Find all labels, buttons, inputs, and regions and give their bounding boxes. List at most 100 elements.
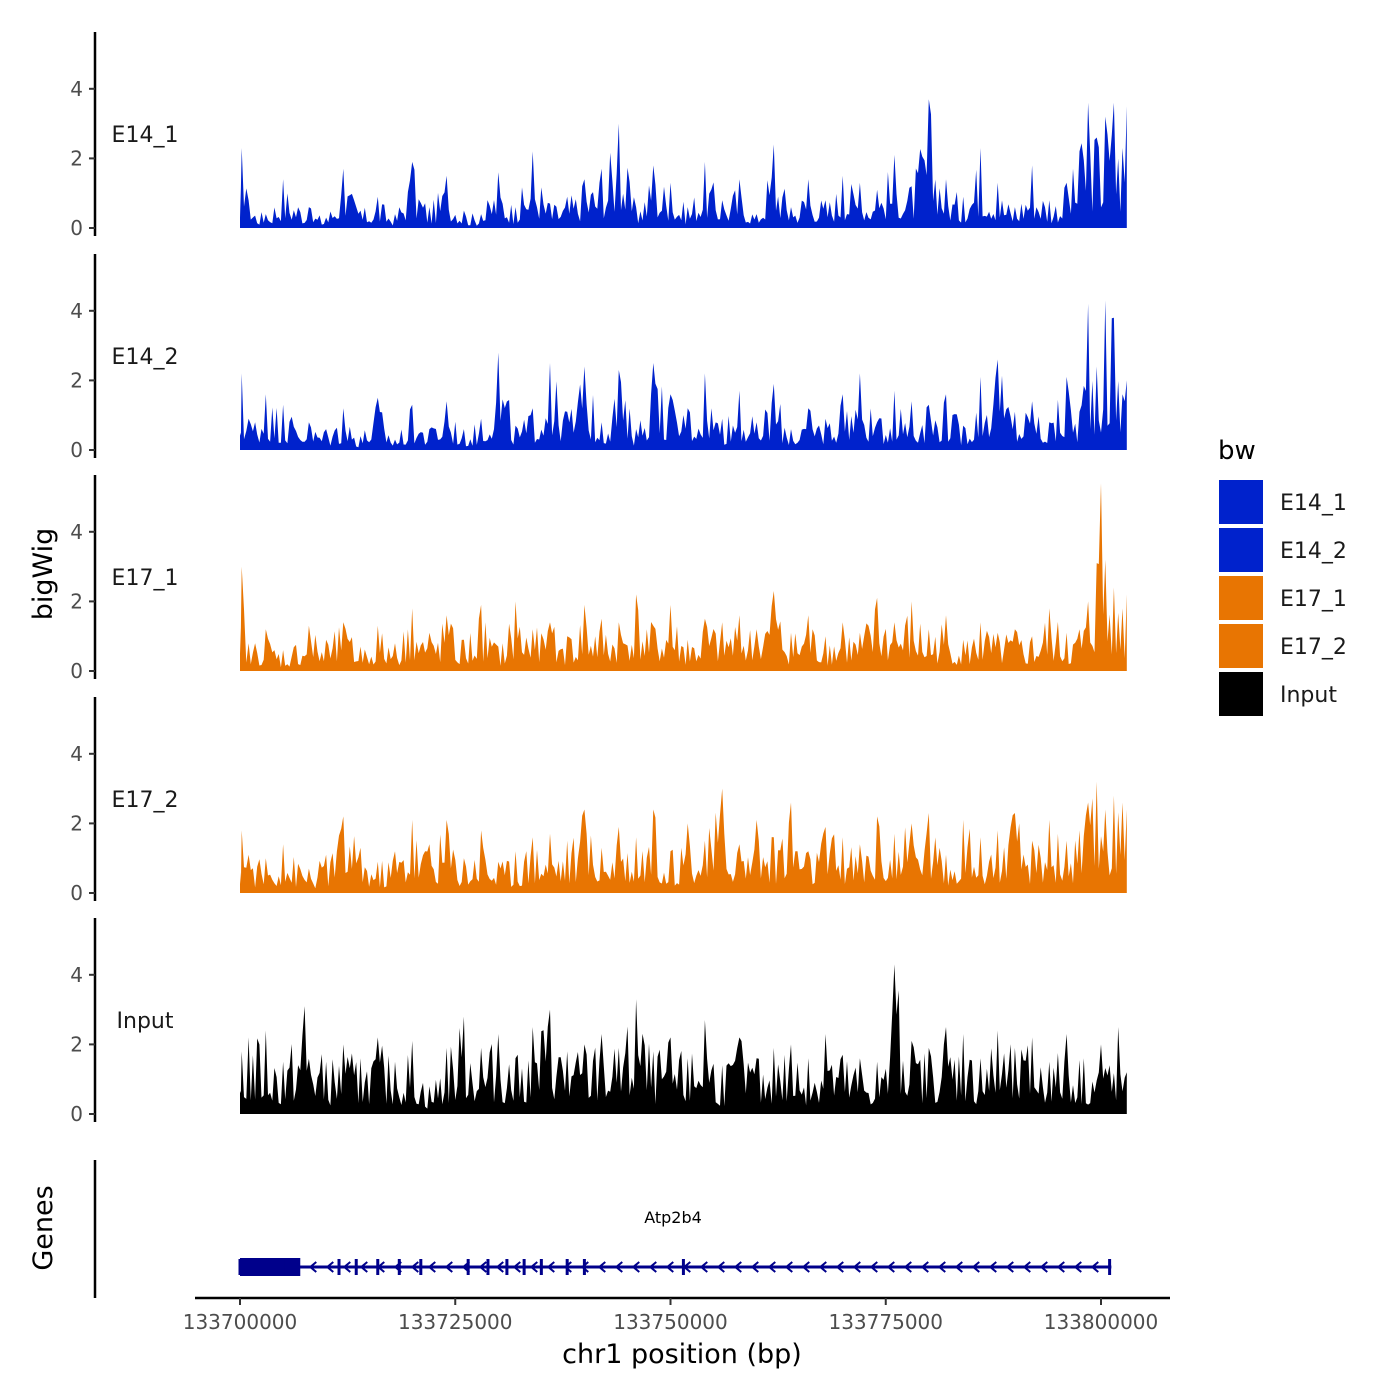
strand-arrow xyxy=(988,1261,997,1273)
legend-swatch xyxy=(1219,528,1263,572)
gene-exon xyxy=(486,1259,490,1275)
signal-area xyxy=(240,781,1127,893)
strand-arrow xyxy=(869,1261,878,1273)
gene-exon xyxy=(681,1259,685,1275)
strand-arrow xyxy=(427,1261,436,1273)
y-tick-label: 0 xyxy=(70,1102,83,1126)
gene-exon xyxy=(238,1259,242,1275)
x-tick-label: 133800000 xyxy=(1044,1310,1159,1334)
strand-arrow xyxy=(529,1261,538,1273)
gene-exon xyxy=(397,1259,401,1275)
legend-swatch xyxy=(1219,576,1263,620)
legend-label: E14_1 xyxy=(1280,491,1347,516)
legend-title: bw xyxy=(1218,436,1256,466)
track-panels: 0 2 4 E14_1 0 2 4 E14_2 0 2 4 E17_1 0 2 4 E17_2 0 2 4 Input xyxy=(70,32,1127,1126)
gene-exon xyxy=(1108,1259,1112,1275)
strand-arrow xyxy=(818,1261,827,1273)
x-tick-label: 133700000 xyxy=(183,1310,298,1334)
strand-arrow xyxy=(1073,1261,1082,1273)
x-axis-title: chr1 position (bp) xyxy=(562,1339,802,1370)
strand-arrow xyxy=(563,1261,572,1273)
signal-area xyxy=(240,300,1127,450)
strand-arrow xyxy=(1005,1261,1014,1273)
strand-arrow xyxy=(801,1261,810,1273)
signal-area xyxy=(240,99,1127,228)
strand-arrow xyxy=(903,1261,912,1273)
legend-label: E17_2 xyxy=(1280,635,1347,660)
gene-exon xyxy=(281,1259,285,1275)
track-e14-1: 0 2 4 E14_1 xyxy=(70,32,1127,240)
y-tick-label: 0 xyxy=(70,216,83,240)
gene-exon xyxy=(582,1259,586,1275)
x-tick-label: 133725000 xyxy=(398,1310,513,1334)
genes-panel-title: Genes xyxy=(28,1185,59,1270)
track-input: 0 2 4 Input xyxy=(70,918,1127,1126)
gene-exon xyxy=(539,1259,543,1275)
y-tick-label: 2 xyxy=(70,146,83,170)
track-label: E14_2 xyxy=(112,345,179,370)
strand-arrow xyxy=(733,1261,742,1273)
legend-swatch xyxy=(1219,672,1263,716)
track-label: E17_1 xyxy=(112,566,179,591)
y-tick-label: 2 xyxy=(70,368,83,392)
x-tick-label: 133775000 xyxy=(828,1310,943,1334)
gene-panel: Atp2b4 xyxy=(93,1160,1112,1298)
strand-arrow xyxy=(954,1261,963,1273)
signal-area xyxy=(240,483,1127,671)
strand-arrow xyxy=(631,1261,640,1273)
gene-thick-exon xyxy=(240,1258,301,1276)
y-tick-label: 4 xyxy=(70,520,83,544)
strand-arrow xyxy=(750,1261,759,1273)
strand-arrow xyxy=(614,1261,623,1273)
strand-arrow xyxy=(767,1261,776,1273)
x-tick-label: 133750000 xyxy=(613,1310,728,1334)
y-tick-label: 4 xyxy=(70,963,83,987)
strand-arrow xyxy=(495,1261,504,1273)
strand-arrow xyxy=(937,1261,946,1273)
gene-exon xyxy=(466,1259,470,1275)
track-label: E14_1 xyxy=(112,123,179,148)
strand-arrow xyxy=(835,1261,844,1273)
gene-exon xyxy=(376,1259,380,1275)
strand-arrow xyxy=(1022,1261,1031,1273)
strand-arrow xyxy=(308,1261,317,1273)
gene-exon xyxy=(354,1259,358,1275)
strand-arrow xyxy=(410,1261,419,1273)
signal-area xyxy=(240,964,1127,1114)
strand-arrow xyxy=(699,1261,708,1273)
strand-arrow xyxy=(886,1261,895,1273)
strand-arrow xyxy=(478,1261,487,1273)
track-e17-2: 0 2 4 E17_2 xyxy=(70,697,1127,905)
y-tick-label: 4 xyxy=(70,742,83,766)
gene-exon xyxy=(419,1259,423,1275)
y-tick-label: 2 xyxy=(70,1032,83,1056)
gene-exon xyxy=(565,1259,569,1275)
gene-exon xyxy=(337,1259,341,1275)
y-axis-title: bigWig xyxy=(28,528,59,621)
track-e17-1: 0 2 4 E17_1 xyxy=(70,475,1127,683)
y-tick-label: 0 xyxy=(70,438,83,462)
strand-arrow xyxy=(444,1261,453,1273)
y-tick-label: 4 xyxy=(70,77,83,101)
track-e14-2: 0 2 4 E14_2 xyxy=(70,254,1127,462)
legend-swatch xyxy=(1219,480,1263,524)
legend-swatch xyxy=(1219,624,1263,668)
strand-arrow xyxy=(1056,1261,1065,1273)
legend-label: E17_1 xyxy=(1280,587,1347,612)
y-tick-label: 0 xyxy=(70,881,83,905)
y-tick-label: 4 xyxy=(70,299,83,323)
strand-arrow xyxy=(359,1261,368,1273)
strand-arrow xyxy=(546,1261,555,1273)
track-label: Input xyxy=(117,1009,174,1034)
x-axis: 133700000 133725000 133750000 133775000 1338… xyxy=(183,1296,1170,1334)
legend-label: Input xyxy=(1280,683,1337,708)
strand-arrow xyxy=(716,1261,725,1273)
y-tick-label: 2 xyxy=(70,589,83,613)
gene-label: Atp2b4 xyxy=(644,1208,702,1227)
strand-arrow xyxy=(1090,1261,1099,1273)
strand-arrow xyxy=(597,1261,606,1273)
strand-arrow xyxy=(784,1261,793,1273)
track-label: E17_2 xyxy=(112,788,179,813)
